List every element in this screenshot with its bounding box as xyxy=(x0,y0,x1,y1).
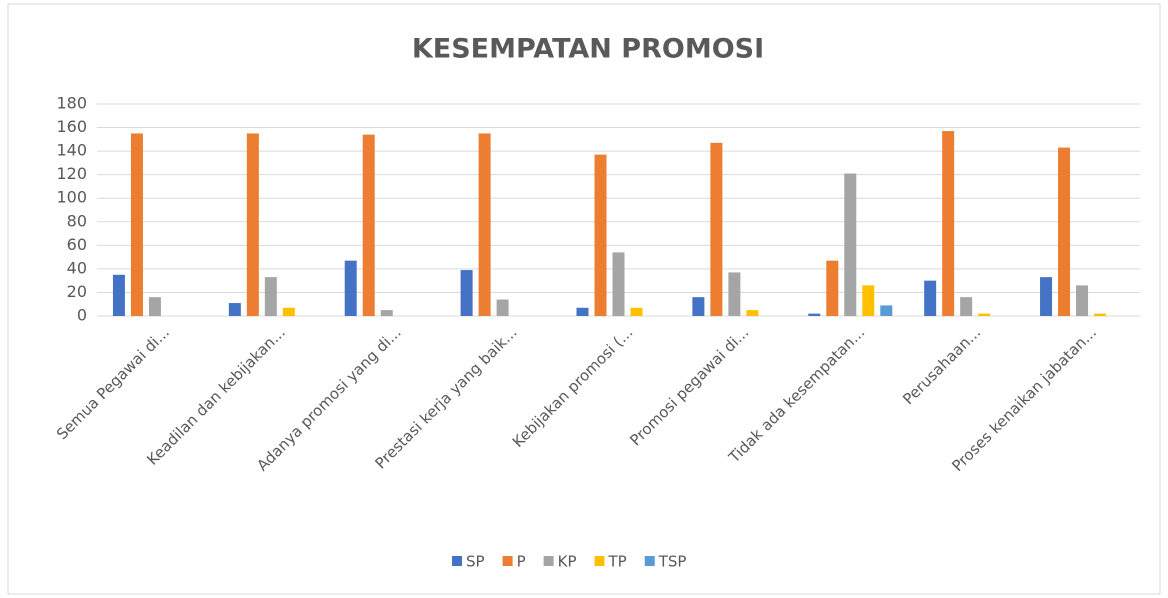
y-tick-label: 120 xyxy=(56,164,87,183)
bar xyxy=(1076,285,1089,316)
y-tick-label: 40 xyxy=(67,258,87,277)
y-tick-label: 0 xyxy=(77,306,87,325)
bar xyxy=(960,297,973,316)
bar xyxy=(978,313,991,316)
bar xyxy=(264,277,277,316)
bar xyxy=(1058,147,1071,316)
bar xyxy=(692,297,705,316)
bar xyxy=(942,131,955,316)
bar xyxy=(228,303,241,316)
legend-label: TP xyxy=(608,553,627,571)
y-tick-label: 20 xyxy=(67,282,87,301)
y-tick-label: 160 xyxy=(56,117,87,136)
chart-border xyxy=(7,3,1161,595)
bar xyxy=(380,310,393,316)
bar xyxy=(728,272,741,316)
bar xyxy=(362,134,375,316)
bar xyxy=(880,305,893,316)
legend-label: SP xyxy=(466,553,485,571)
bar xyxy=(1094,313,1107,316)
bar xyxy=(630,307,643,316)
bar xyxy=(844,173,857,316)
bar xyxy=(478,133,491,316)
bar xyxy=(826,260,839,316)
bar xyxy=(460,270,473,316)
y-tick-label: 180 xyxy=(56,94,87,113)
bar xyxy=(130,133,143,316)
bar xyxy=(496,299,509,316)
bar xyxy=(112,274,125,316)
y-tick-label: 60 xyxy=(67,235,87,254)
bar xyxy=(148,297,161,316)
bar xyxy=(808,313,821,316)
y-tick-label: 80 xyxy=(67,211,87,230)
bar xyxy=(862,285,875,316)
legend-swatch xyxy=(543,556,554,566)
bar xyxy=(576,307,589,316)
legend-label: KP xyxy=(558,553,577,571)
bar xyxy=(710,142,723,316)
legend-swatch xyxy=(644,556,655,566)
legend-swatch xyxy=(502,556,513,566)
y-tick-label: 140 xyxy=(56,141,87,160)
bar xyxy=(1040,277,1053,316)
legend-swatch xyxy=(452,556,462,566)
legend-label: TSP xyxy=(658,553,687,571)
bar xyxy=(344,260,357,316)
legend-label: P xyxy=(517,553,526,571)
chart-title: KESEMPATAN PROMOSI xyxy=(412,34,764,65)
bar xyxy=(746,310,759,316)
bar xyxy=(612,252,625,316)
bar xyxy=(282,307,295,316)
bar xyxy=(924,280,937,316)
legend-swatch xyxy=(594,556,605,566)
y-tick-label: 100 xyxy=(56,188,87,207)
bar xyxy=(246,133,259,316)
bar xyxy=(594,154,607,316)
